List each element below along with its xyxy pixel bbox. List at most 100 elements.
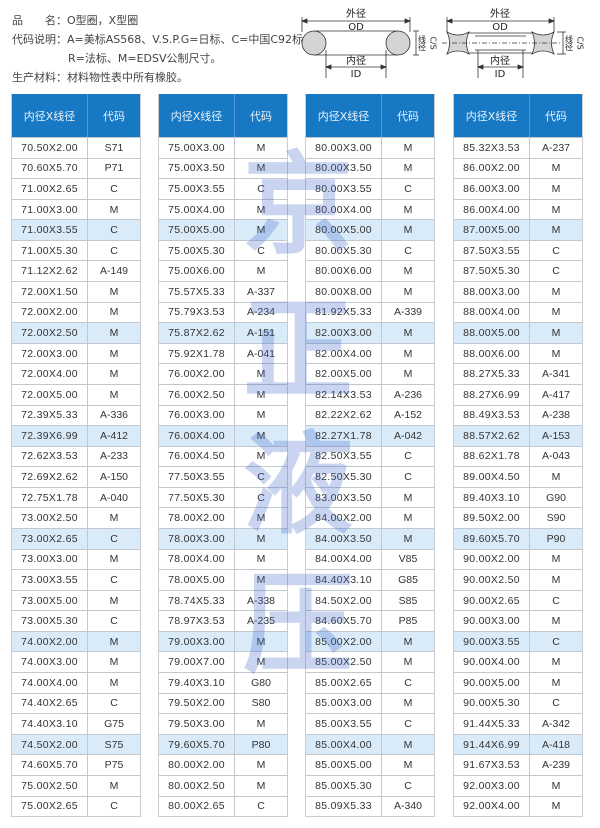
size-cell: 80.00X3.50 — [306, 158, 382, 179]
table-row: 88.62X1.78 A-043 — [454, 445, 582, 467]
code-cell: M — [109, 553, 119, 566]
code-cell: M — [403, 697, 413, 710]
code-cell: M — [403, 347, 413, 360]
table-row: 75.00X5.00 M — [159, 219, 287, 240]
size-cell: 88.27X6.99 — [454, 384, 530, 405]
code-cell: A-150 — [99, 471, 129, 484]
header-size: 内径X线径 — [159, 94, 235, 137]
code-cell: M — [256, 141, 266, 154]
table-row: 75.92X1.78 A-041 — [159, 342, 287, 364]
size-cell: 78.97X3.53 — [159, 611, 235, 631]
code-cell: M — [403, 512, 413, 525]
size-cell: 79.00X3.00 — [159, 631, 235, 652]
table-row: 84.00X4.00 V85 — [306, 548, 434, 570]
code-cell: M — [551, 203, 561, 216]
size-cell: 82.00X4.00 — [306, 343, 382, 364]
size-cell: 79.00X7.00 — [159, 652, 235, 673]
size-cell: 73.00X2.50 — [12, 508, 88, 528]
code-cell: A-236 — [393, 388, 423, 401]
code-cell: A-339 — [393, 306, 423, 319]
size-cell: 82.27X1.78 — [306, 426, 382, 446]
size-cell: 73.00X3.00 — [12, 549, 88, 570]
size-cell: 73.00X2.65 — [12, 528, 88, 549]
size-cell: 80.00X2.50 — [159, 775, 235, 796]
size-cell: 73.00X3.55 — [12, 570, 88, 590]
table-row: 88.49X3.53 A-238 — [454, 404, 582, 426]
code-cell: G75 — [104, 717, 124, 730]
table-row: 85.00X3.00 M — [306, 692, 434, 714]
size-cell: 84.00X2.00 — [306, 508, 382, 528]
table-row: 75.00X3.55 C — [159, 178, 287, 199]
code-cell: M — [256, 265, 266, 278]
code-cell: M — [256, 409, 266, 422]
size-cell: 83.00X3.50 — [306, 487, 382, 508]
table-row: 70.50X2.00 S71 — [12, 137, 140, 158]
header-size: 内径X线径 — [454, 94, 530, 137]
size-cell: 79.50X3.00 — [159, 714, 235, 734]
size-cell: 89.40X3.10 — [454, 487, 530, 508]
code-cell: A-412 — [99, 429, 129, 442]
code-cell: C — [404, 471, 412, 484]
code-cell: A-153 — [541, 429, 571, 442]
code-cell: A-340 — [393, 800, 423, 813]
table-row: 91.67X3.53 A-239 — [454, 754, 582, 775]
size-cell: 85.00X2.50 — [306, 652, 382, 673]
code-cell: C — [552, 244, 560, 257]
size-cell: 79.40X3.10 — [159, 673, 235, 693]
code-cell: C — [552, 635, 560, 648]
table-row: 87.50X5.30 C — [454, 260, 582, 282]
table-header: 内径X线径 代码 — [12, 94, 140, 137]
code-cell: C — [404, 779, 412, 792]
size-cell: 72.00X5.00 — [12, 384, 88, 405]
size-cell: 72.62X3.53 — [12, 446, 88, 467]
code-cell: A-040 — [99, 491, 129, 504]
size-cell: 89.00X4.50 — [454, 467, 530, 487]
size-cell: 82.00X5.00 — [306, 364, 382, 384]
code-cell: C — [110, 573, 118, 586]
size-table-1: 内径X线径 代码 70.50X2.00 S71 70.60X5.70 P71 71.00X2… — [11, 94, 141, 818]
od-cn-label: 外径 — [346, 7, 366, 20]
code-cell: M — [551, 471, 561, 484]
table-header: 内径X线径 代码 — [454, 94, 582, 137]
table-row: 75.57X5.33 A-337 — [159, 281, 287, 302]
cs-cn-label: 线径 — [418, 34, 427, 51]
size-cell: 75.92X1.78 — [159, 343, 235, 364]
code-cell: M — [403, 759, 413, 772]
size-cell: 74.00X4.00 — [12, 673, 88, 693]
table-row: 87.50X3.55 C — [454, 239, 582, 261]
table-row: 80.00X3.55 C — [306, 178, 434, 199]
size-cell: 72.00X2.00 — [12, 302, 88, 323]
table-row: 87.00X5.00 M — [454, 219, 582, 240]
size-cell: 91.44X6.99 — [454, 734, 530, 755]
code-cell: M — [551, 615, 561, 628]
code-cell: M — [551, 800, 561, 813]
table-row: 84.00X2.00 M — [306, 507, 434, 528]
x-cs-cn-label: 线径 — [565, 34, 574, 51]
table-row: 82.50X5.30 C — [306, 466, 434, 487]
table-row: 75.00X2.65 C — [12, 795, 140, 817]
code-cell: M — [256, 532, 266, 545]
size-cell: 78.00X5.00 — [159, 570, 235, 590]
table-row: 85.00X3.55 C — [306, 713, 434, 734]
size-cell: 92.00X4.00 — [454, 796, 530, 817]
code-cell: M — [403, 285, 413, 298]
table-row: 82.00X3.00 M — [306, 322, 434, 343]
table-row: 72.00X1.50 M — [12, 281, 140, 302]
size-cell: 85.00X2.00 — [306, 631, 382, 652]
table-row: 75.00X3.50 M — [159, 157, 287, 179]
table-row: 83.00X3.50 M — [306, 486, 434, 508]
table-row: 90.00X5.00 M — [454, 672, 582, 693]
code-cell: P80 — [251, 738, 271, 751]
code-cell: M — [256, 368, 266, 381]
code-cell: M — [109, 347, 119, 360]
header-size: 内径X线径 — [12, 94, 88, 137]
size-cell: 76.00X2.00 — [159, 364, 235, 384]
id-cn-label: 内径 — [346, 54, 366, 67]
table-row: 70.60X5.70 P71 — [12, 157, 140, 179]
table-row: 72.00X2.00 M — [12, 301, 140, 323]
code-cell: C — [257, 800, 265, 813]
header-code: 代码 — [103, 109, 125, 123]
table-row: 90.00X3.55 C — [454, 630, 582, 652]
table-row: 75.00X6.00 M — [159, 260, 287, 282]
code-cell: M — [256, 203, 266, 216]
